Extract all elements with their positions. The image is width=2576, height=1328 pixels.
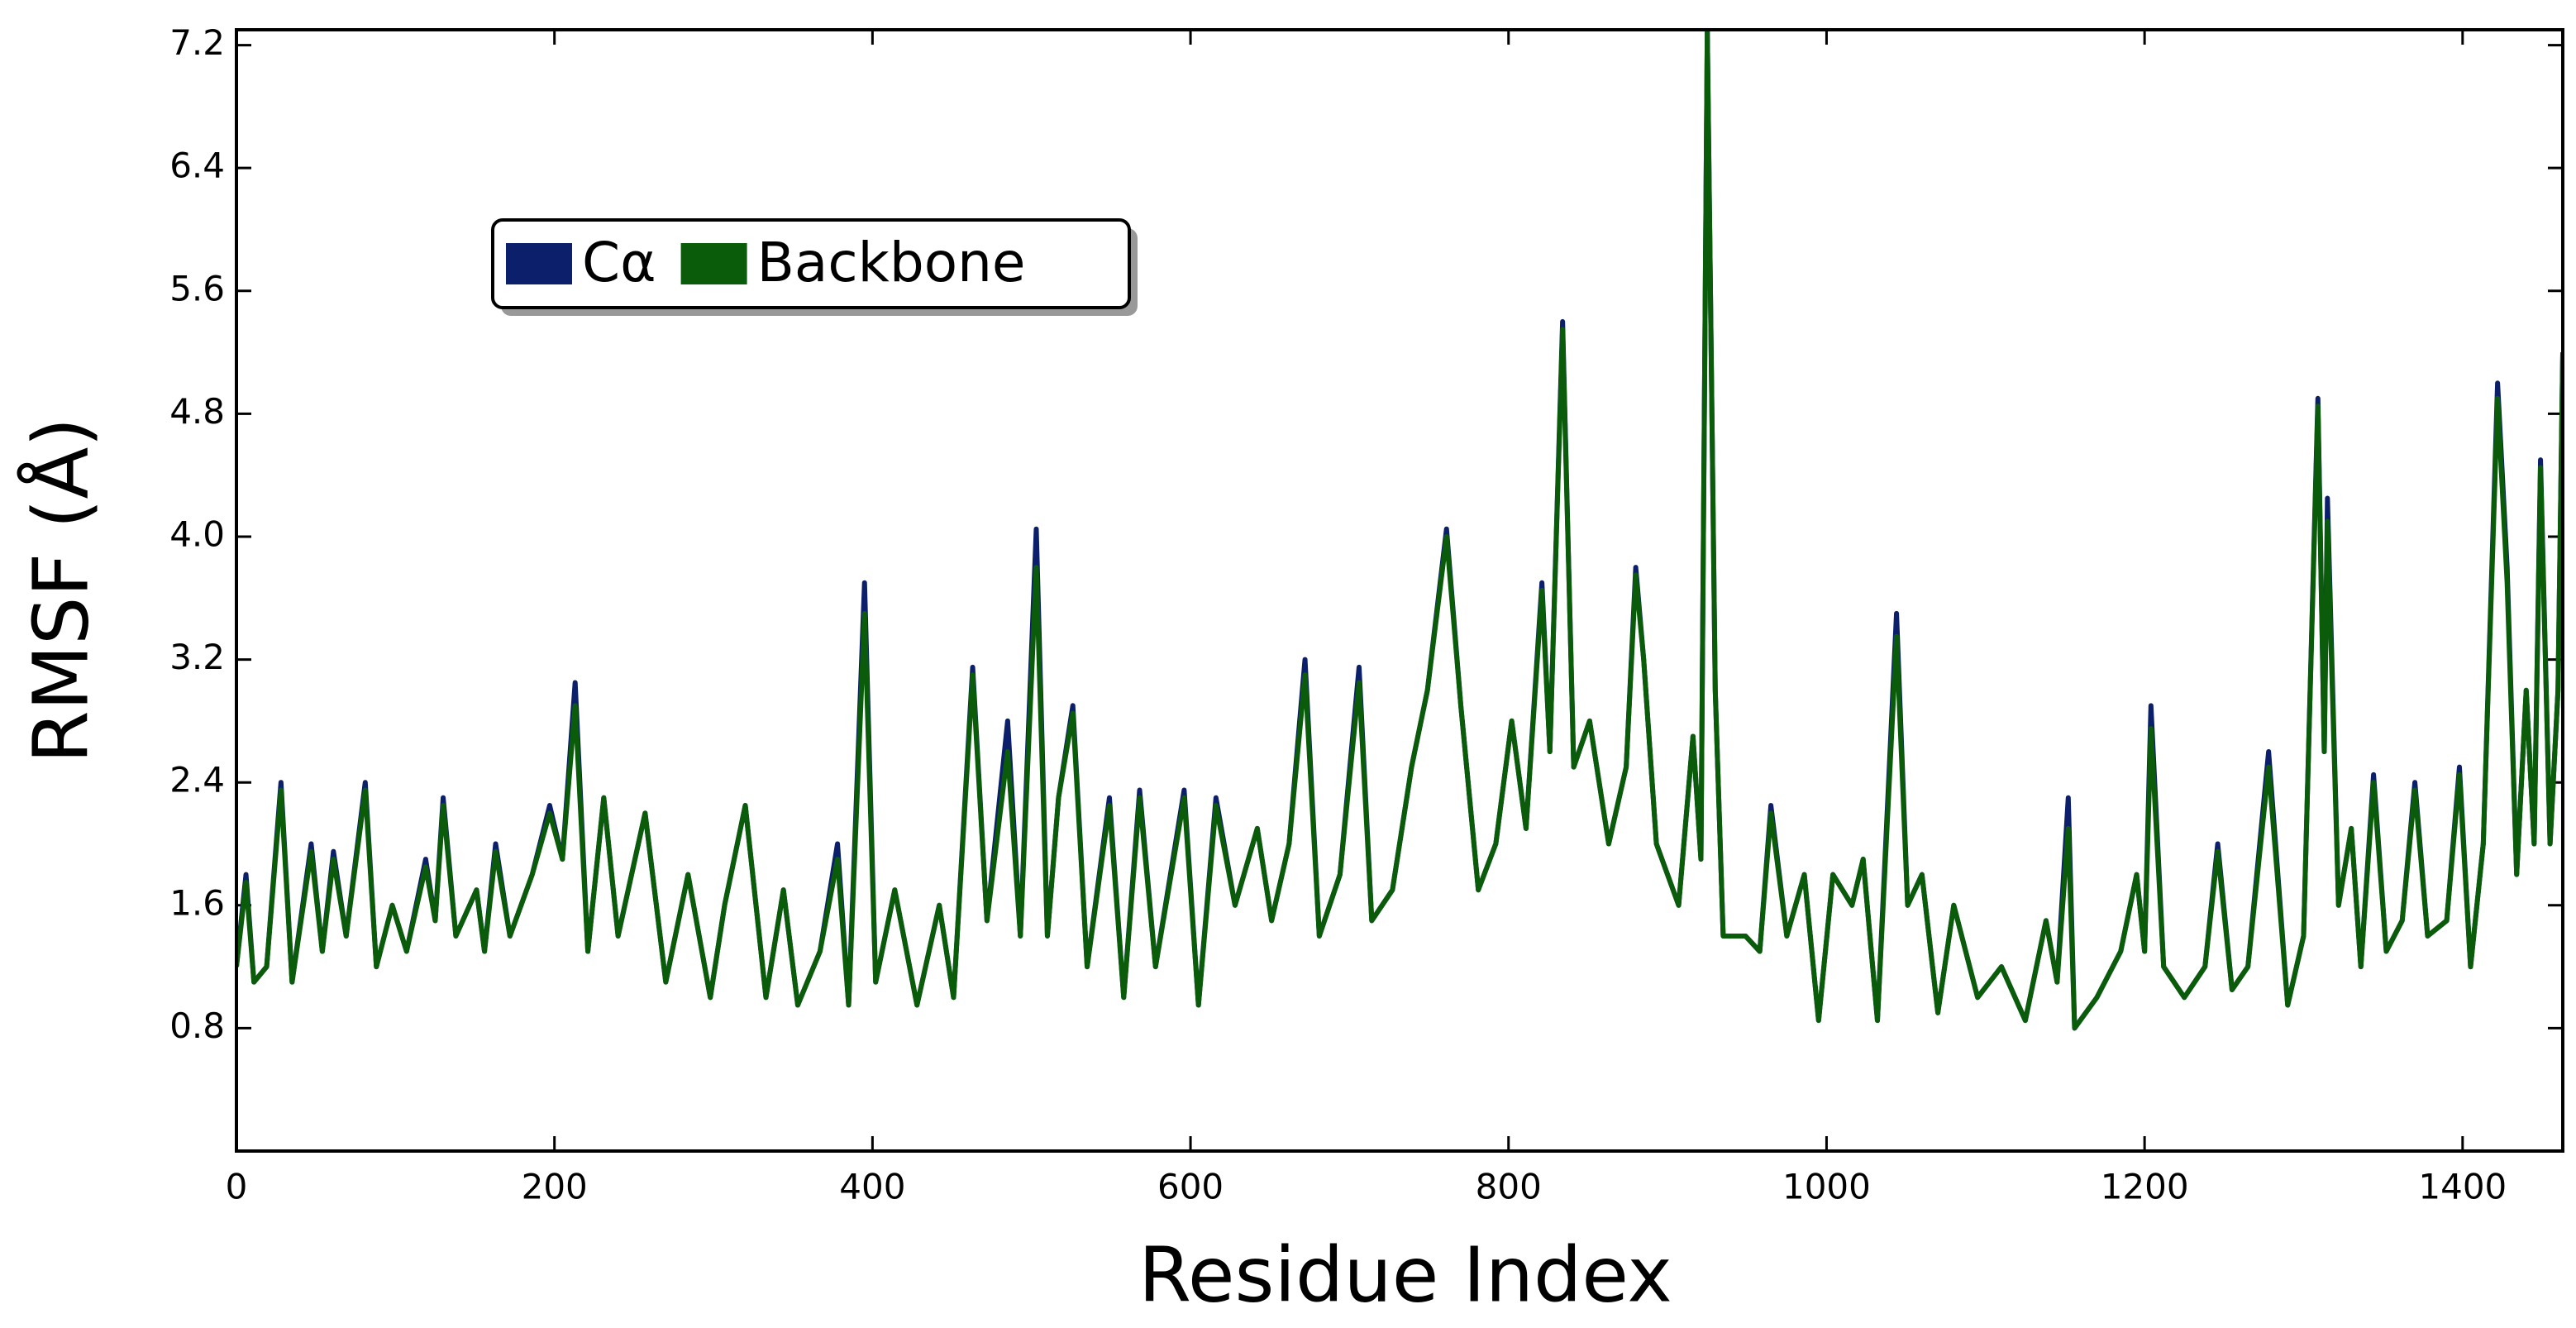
legend-box (491, 218, 1131, 309)
plot-frame (235, 28, 2564, 1153)
y-tick-label: 7.2 (169, 22, 225, 63)
x-axis-label: Residue Index (1138, 1230, 1672, 1319)
x-tick-label: 400 (839, 1167, 905, 1207)
y-tick-label: 6.4 (169, 146, 225, 186)
legend-label: Backbone (757, 231, 1026, 294)
x-tick-label: 1000 (1782, 1167, 1871, 1207)
y-tick-label: 3.2 (169, 637, 225, 677)
x-tick-label: 1400 (2418, 1167, 2507, 1207)
y-tick-label: 4.8 (169, 391, 225, 432)
x-tick-label: 800 (1476, 1167, 1542, 1207)
x-tick-label: 600 (1157, 1167, 1224, 1207)
y-tick-label: 4.0 (169, 514, 225, 554)
y-tick-label: 2.4 (169, 760, 225, 800)
y-tick-label: 1.6 (169, 882, 225, 923)
x-tick-label: 1200 (2101, 1167, 2189, 1207)
legend-label: Cα (582, 231, 656, 294)
x-tick-label: 0 (226, 1167, 248, 1207)
data-line (236, 30, 2563, 1031)
plot-area (236, 30, 2563, 1031)
y-tick-label: 5.6 (169, 268, 225, 308)
y-tick-label: 0.8 (169, 1006, 225, 1046)
legend-swatch (680, 243, 747, 284)
legend-swatch (506, 243, 572, 284)
x-tick-label: 200 (522, 1167, 588, 1207)
y-axis-label: RMSF (Å) (16, 418, 105, 764)
